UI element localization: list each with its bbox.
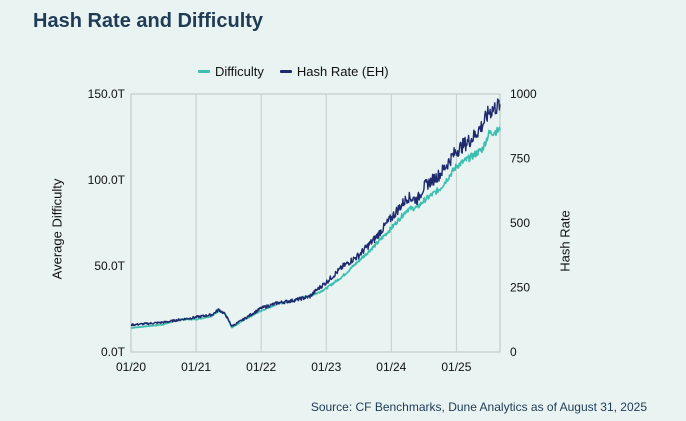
- legend-swatch-hash-rate: [279, 70, 292, 73]
- x-axis-ticks: 01/20 01/21 01/22 01/23 01/24 01/25: [116, 360, 472, 374]
- x-tick-label: 01/23: [311, 360, 341, 374]
- y-left-tick-label: 50.0T: [94, 259, 125, 273]
- x-tick-label: 01/25: [441, 360, 471, 374]
- y-left-tick-label: 150.0T: [88, 87, 126, 101]
- plot-border: [130, 93, 501, 353]
- x-tick-label: 01/22: [246, 360, 276, 374]
- legend: Difficulty Hash Rate (EH): [198, 64, 389, 79]
- y-right-tick-label: 1000: [510, 87, 537, 101]
- y-right-tick-label: 250: [510, 281, 530, 295]
- y-axis-left-ticks: 0.0T 50.0T 100.0T 150.0T: [88, 87, 126, 359]
- chart-title: Hash Rate and Difficulty: [33, 10, 264, 32]
- source-note: Source: CF Benchmarks, Dune Analytics as…: [310, 400, 647, 414]
- y-left-tick-label: 0.0T: [101, 345, 126, 359]
- legend-label-difficulty: Difficulty: [215, 64, 264, 79]
- y-right-tick-label: 750: [510, 152, 530, 166]
- series-line-hash-rate: [130, 98, 501, 327]
- legend-item-difficulty: Difficulty: [198, 64, 264, 79]
- x-tick-label: 01/21: [181, 360, 211, 374]
- series-lines: [130, 98, 501, 329]
- x-tick-label: 01/20: [116, 360, 146, 374]
- legend-label-hash-rate: Hash Rate (EH): [296, 64, 389, 79]
- y-right-tick-label: 0: [510, 345, 517, 359]
- y-right-tick-label: 500: [510, 216, 530, 230]
- legend-item-hash-rate: Hash Rate (EH): [279, 64, 389, 79]
- y-left-tick-label: 100.0T: [88, 173, 126, 187]
- legend-swatch-difficulty: [198, 70, 210, 73]
- series-line-difficulty: [130, 126, 501, 329]
- grid: [130, 93, 501, 353]
- y-axis-right-ticks: 0 250 500 750 1000: [510, 87, 537, 359]
- x-tick-label: 01/24: [376, 360, 406, 374]
